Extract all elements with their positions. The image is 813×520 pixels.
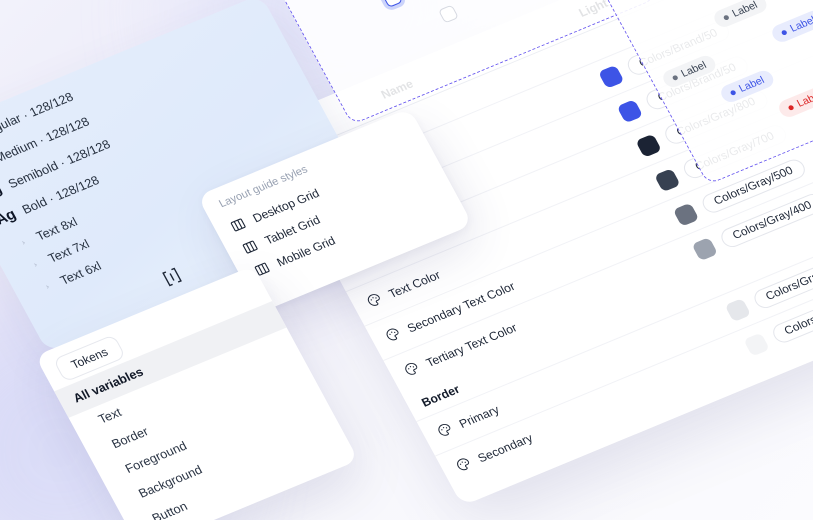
badge-label: Label [788, 14, 813, 35]
checkbox-icon[interactable] [437, 4, 460, 24]
font-sample: Ag [0, 180, 5, 203]
chevron-right-icon[interactable]: › [43, 282, 51, 292]
badge-label: Label [679, 59, 709, 80]
checkbox-item[interactable] [437, 4, 460, 24]
chevron-right-icon[interactable]: › [32, 259, 39, 269]
palette-icon [453, 455, 474, 475]
table-row[interactable]: Secondary Text Color Colors/Gray/500 [364, 57, 813, 361]
layout-guide-item[interactable]: Tablet Grid [223, 157, 447, 267]
table-row[interactable]: Secondary Colors/Gray/100 [434, 187, 813, 491]
variable-name-cell: Secondary [440, 342, 747, 481]
checkbox-icon[interactable] [381, 0, 403, 8]
spacing-bracket-icon [158, 264, 188, 294]
variable-name-cell: Tertiary Text Color [389, 246, 696, 385]
color-swatch[interactable] [691, 236, 718, 261]
color-swatch[interactable] [635, 133, 662, 158]
color-swatch[interactable] [653, 167, 681, 192]
status-badge[interactable]: Label [660, 53, 719, 90]
chevron-right-icon[interactable]: › [20, 237, 27, 247]
badge-label: Label [794, 89, 813, 110]
color-swatch[interactable] [597, 64, 625, 89]
variable-name-cell: Text Color [351, 177, 658, 316]
palette-icon [402, 360, 423, 380]
status-dot-icon [671, 74, 679, 81]
status-badge[interactable]: Label [775, 83, 813, 120]
font-sample: Ag [0, 206, 19, 229]
variable-name: Primary [456, 402, 502, 431]
layout-guide-panel: Layout guide styles Desktop Grid Tablet G… [197, 107, 473, 313]
status-dot-icon [729, 89, 737, 96]
columns-grid-icon [253, 261, 271, 277]
palette-icon [364, 291, 385, 311]
badge-label: Label [730, 0, 760, 20]
table-row[interactable]: Primary Colors/Gray/200 [416, 153, 813, 456]
palette-icon [435, 421, 456, 441]
layout-guide-item[interactable]: Mobile Grid [235, 179, 459, 289]
color-swatch[interactable] [616, 98, 644, 123]
variable-name: Secondary [475, 430, 536, 466]
variable-name-cell: Primary [422, 307, 729, 446]
table-row[interactable]: Tertiary Text Color Colors/Gray/400 [383, 92, 813, 395]
status-dot-icon [780, 29, 788, 36]
badge-label: Label [736, 74, 767, 95]
layout-guide-item[interactable]: Desktop Grid [211, 134, 435, 244]
palette-icon [383, 325, 404, 345]
variable-name-cell: Secondary Text Color [370, 212, 677, 351]
layout-guide-list: Desktop Grid Tablet Grid Mobile Grid [211, 134, 459, 288]
status-dot-icon [787, 104, 795, 111]
color-swatch[interactable] [743, 332, 770, 357]
status-badge[interactable]: Label [769, 8, 813, 45]
checkbox-item[interactable] [381, 0, 403, 8]
status-badge[interactable]: Label [711, 0, 770, 30]
color-swatch[interactable] [724, 297, 751, 322]
color-swatch[interactable] [672, 202, 700, 227]
status-dot-icon [722, 14, 730, 21]
columns-grid-icon [229, 217, 247, 233]
status-badge[interactable]: Label [717, 68, 777, 105]
columns-grid-icon [241, 239, 259, 255]
